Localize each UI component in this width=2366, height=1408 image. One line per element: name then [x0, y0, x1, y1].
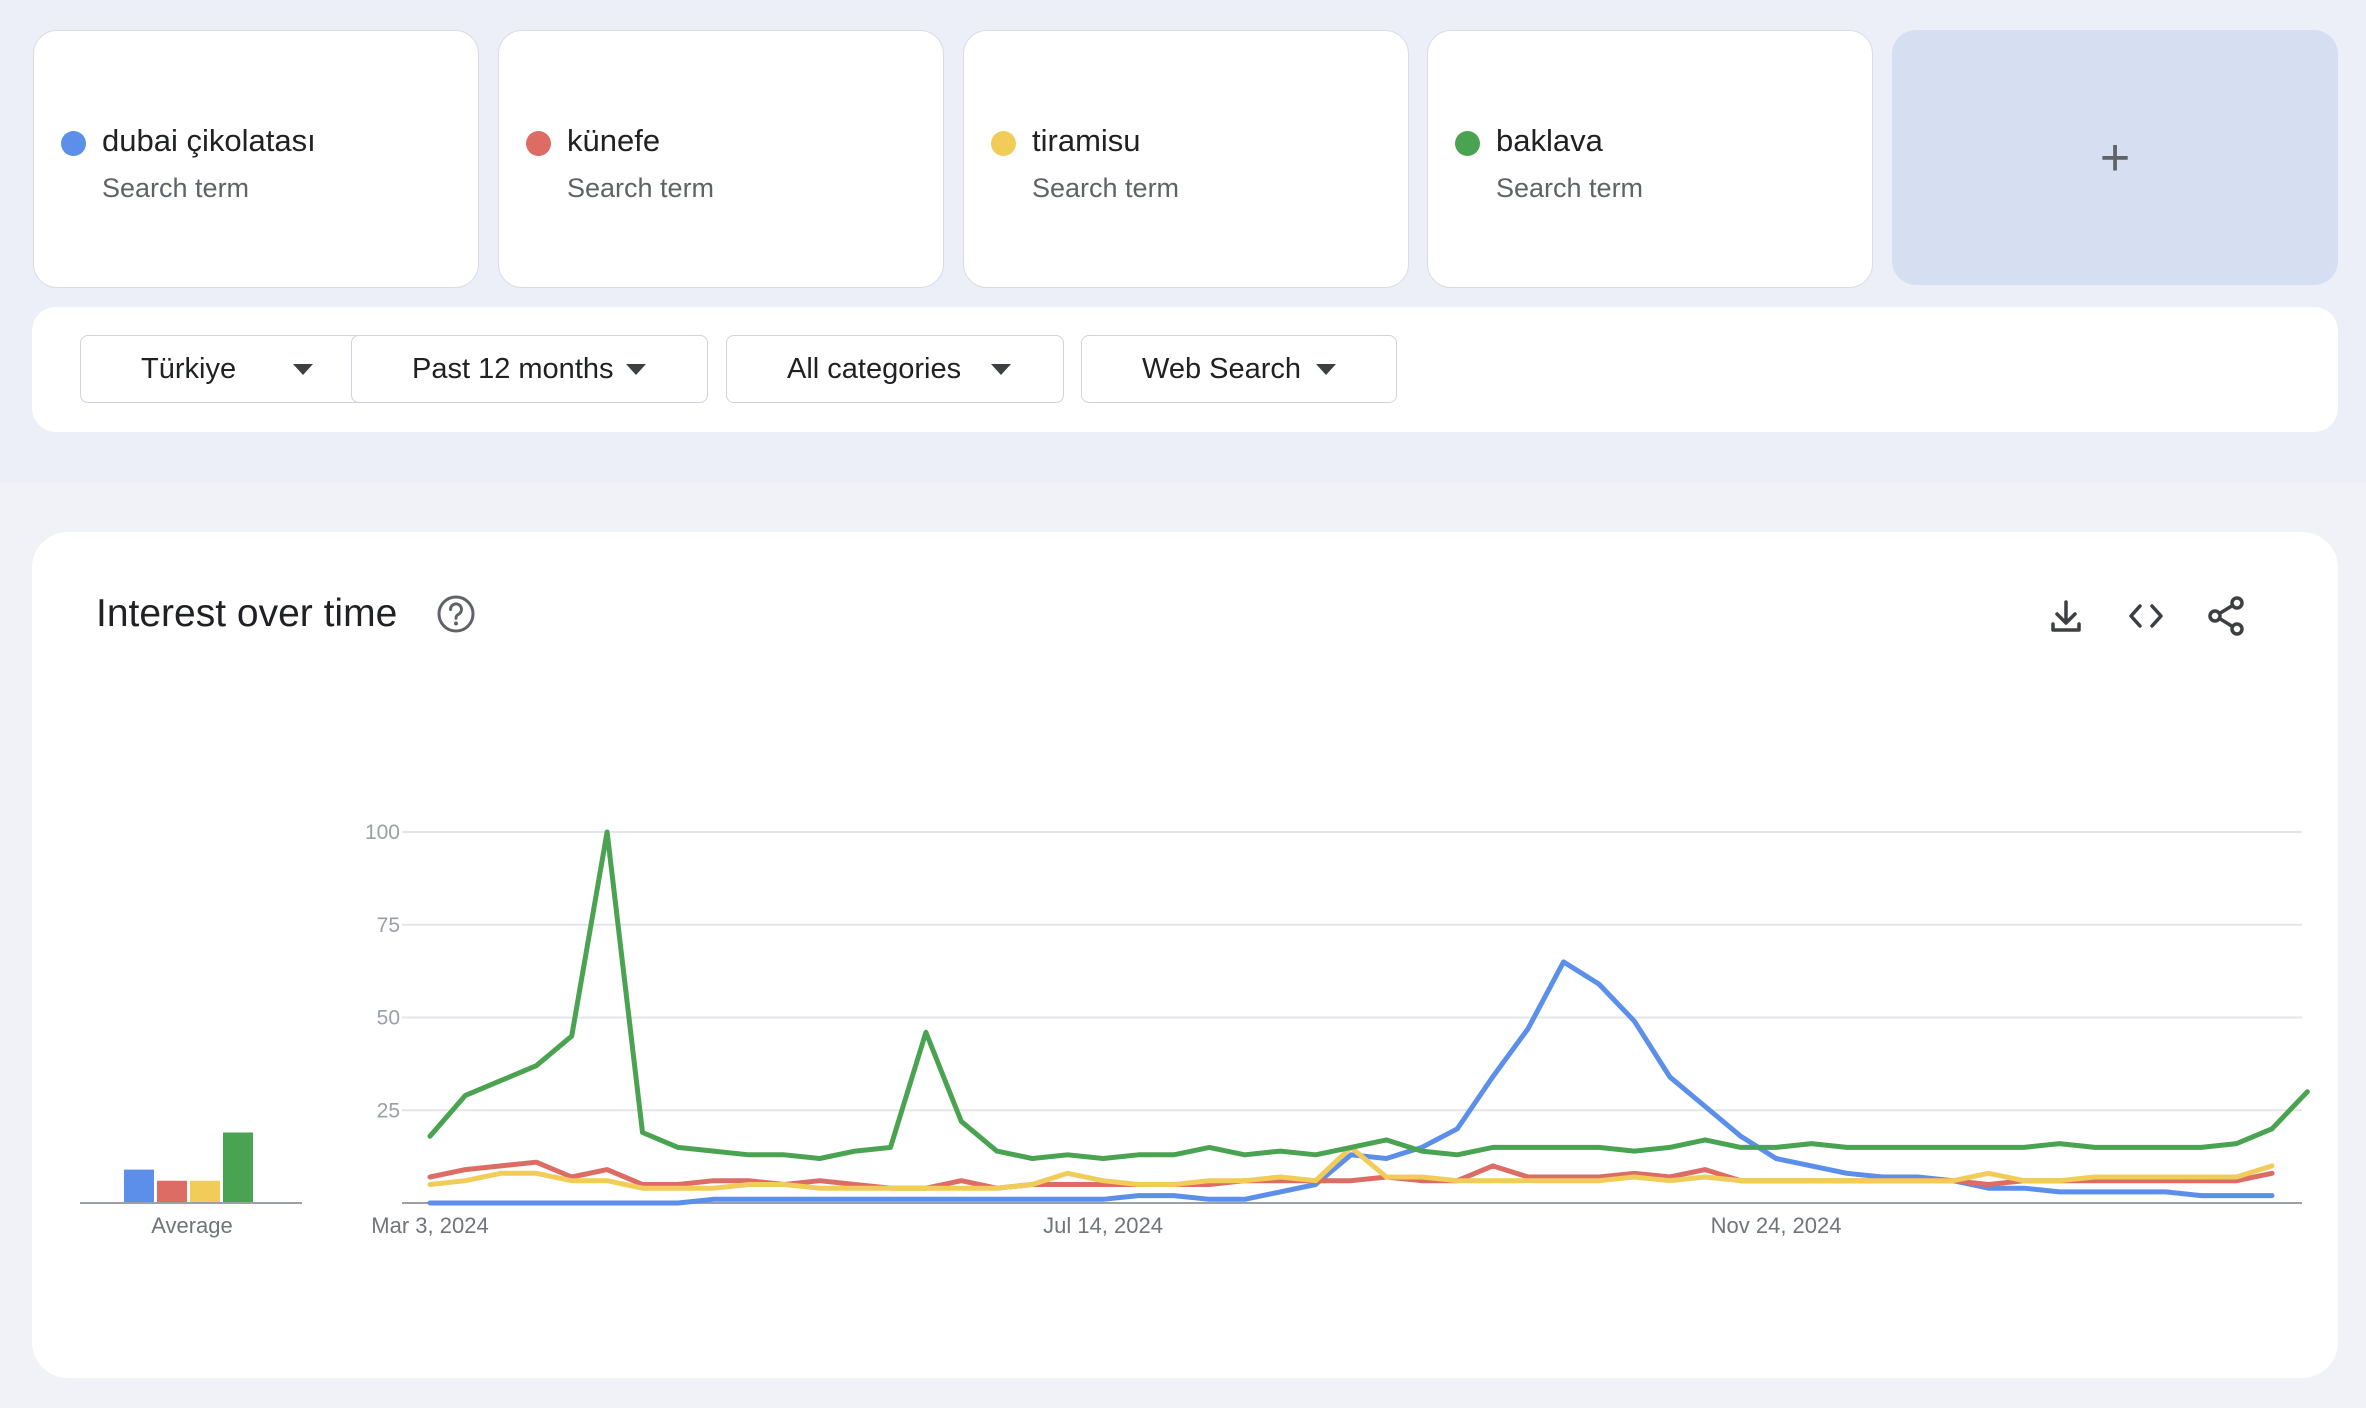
term-name: dubai çikolatası — [102, 123, 316, 158]
help-icon[interactable] — [436, 594, 476, 634]
average-bar — [157, 1180, 187, 1203]
y-tick-label: 100 — [365, 821, 400, 844]
average-bar — [124, 1169, 154, 1203]
term-type: Search term — [1032, 173, 1180, 203]
series-color-dot — [61, 131, 86, 156]
term-name: künefe — [567, 123, 661, 158]
term-card-baklava[interactable]: baklava Search term — [1427, 30, 1873, 288]
region-filter-dropdown[interactable]: Türkiye — [80, 335, 366, 403]
search-type-filter-dropdown[interactable]: Web Search — [1081, 335, 1397, 403]
term-name: tiramisu — [1032, 123, 1141, 158]
term-type: Search term — [1496, 173, 1644, 203]
term-card-tiramisu[interactable]: tiramisu Search term — [963, 30, 1409, 288]
term-name: baklava — [1496, 123, 1603, 158]
add-comparison-button[interactable]: + — [1892, 30, 2338, 285]
dropdown-arrow-icon — [1316, 364, 1336, 375]
y-tick-label: 75 — [377, 914, 400, 937]
interest-over-time-chart: Average 100 75 50 25 Mar 3, 2024 Jul 14, 202… — [80, 821, 2310, 1238]
dropdown-arrow-icon — [626, 364, 646, 375]
series-color-dot — [1455, 131, 1480, 156]
dropdown-arrow-icon — [293, 364, 313, 375]
filter-label: All categories — [787, 352, 962, 385]
dropdown-arrow-icon — [991, 364, 1011, 375]
download-icon[interactable] — [2044, 594, 2088, 638]
chart-grid: 100 75 50 25 — [365, 821, 2302, 1204]
filter-bar: Türkiye Past 12 months All categories We… — [32, 307, 2338, 432]
filter-label: Web Search — [1142, 352, 1302, 385]
average-bar — [223, 1132, 253, 1203]
term-type: Search term — [567, 173, 715, 203]
series-line-dubai-cikolatas- — [427, 959, 2275, 1206]
y-tick-label: 25 — [377, 1099, 400, 1122]
x-tick-label: Nov 24, 2024 — [1711, 1213, 1842, 1238]
term-type: Search term — [102, 173, 250, 203]
x-tick-label: Mar 3, 2024 — [371, 1213, 488, 1238]
average-bar — [190, 1180, 220, 1203]
average-label: Average — [151, 1213, 233, 1238]
category-filter-dropdown[interactable]: All categories — [726, 335, 1064, 403]
series-line-baklava — [427, 829, 2310, 1161]
series-color-dot — [991, 131, 1016, 156]
plus-icon: + — [2099, 128, 2131, 187]
series-color-dot — [526, 131, 551, 156]
embed-code-icon[interactable] — [2124, 594, 2168, 638]
chart-series — [427, 829, 2310, 1206]
share-icon[interactable] — [2204, 594, 2248, 638]
average-bars: Average — [80, 1132, 302, 1238]
filter-label: Past 12 months — [412, 352, 614, 385]
filter-label: Türkiye — [141, 352, 237, 385]
time-range-filter-dropdown[interactable]: Past 12 months — [351, 335, 708, 403]
y-tick-label: 50 — [377, 1007, 400, 1030]
term-card-kunefe[interactable]: künefe Search term — [498, 30, 944, 288]
x-tick-label: Jul 14, 2024 — [1043, 1213, 1163, 1238]
term-card-dubai-cikolatasi[interactable]: dubai çikolatası Search term — [33, 30, 479, 288]
chart-title: Interest over time — [96, 592, 398, 635]
series-line-kunefe — [427, 1159, 2275, 1191]
x-axis-labels: Mar 3, 2024 Jul 14, 2024 Nov 24, 2024 — [371, 1213, 1841, 1238]
interest-over-time-card: Interest over time Average 100 75 50 25 Mar… — [32, 532, 2338, 1378]
